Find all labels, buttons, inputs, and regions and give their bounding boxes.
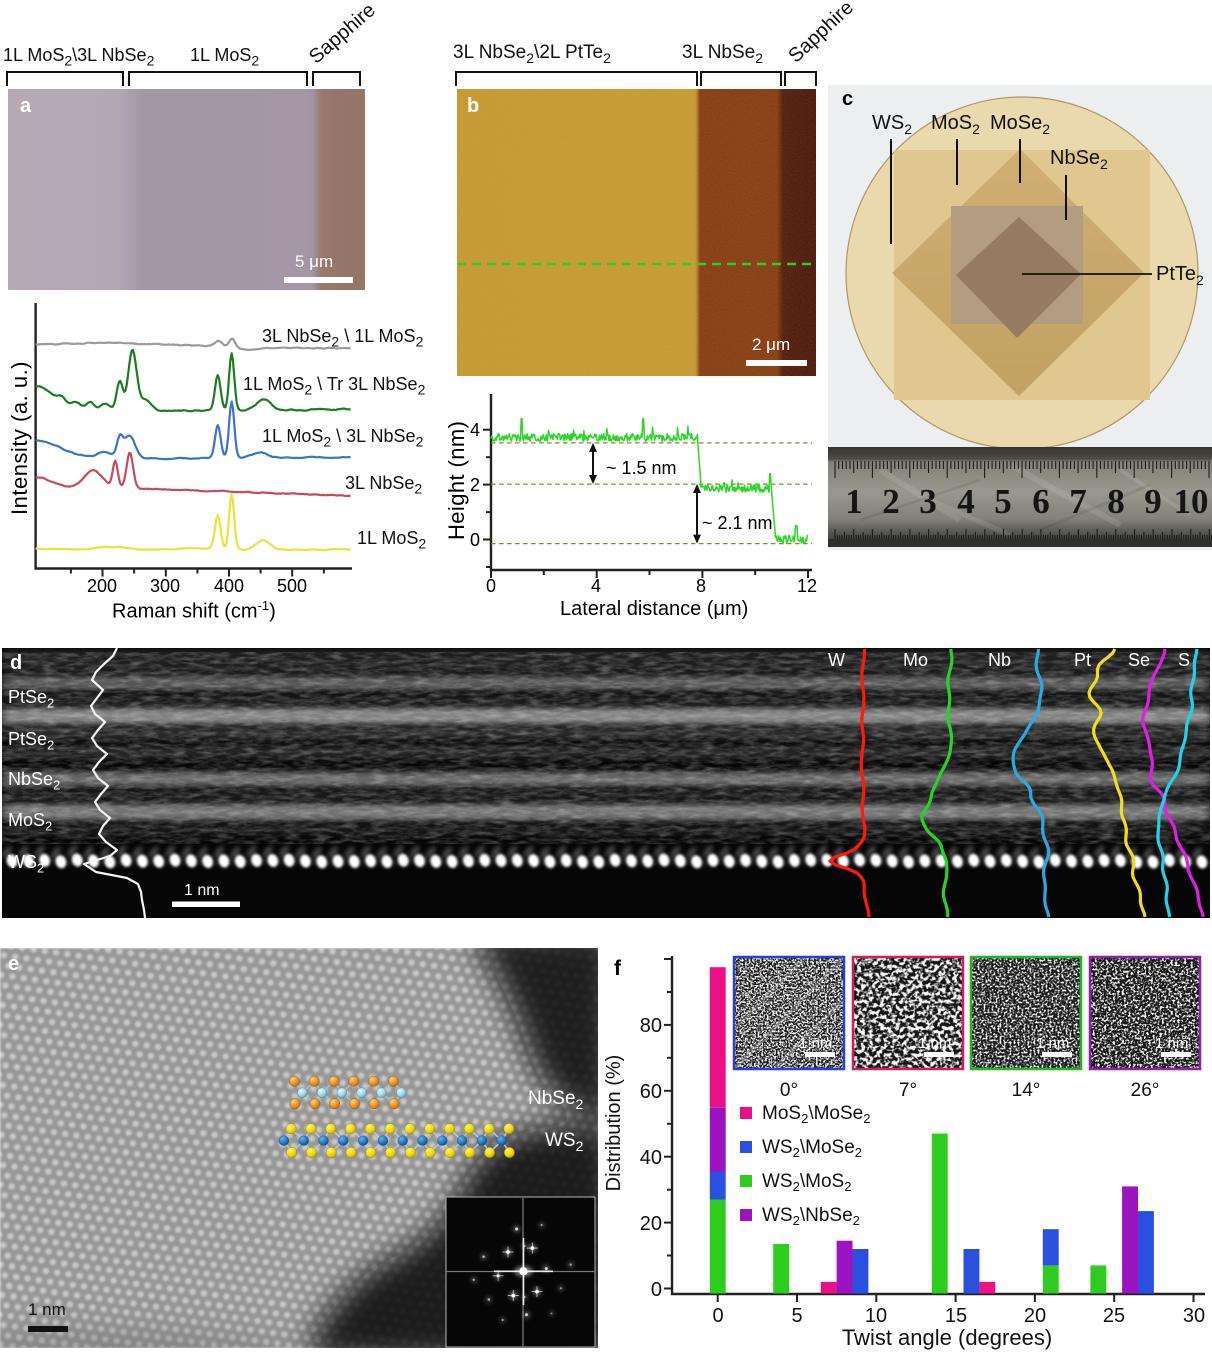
svg-text:0: 0 (712, 1305, 723, 1327)
svg-text:20: 20 (640, 1213, 662, 1235)
svg-text:4: 4 (957, 482, 975, 521)
svg-text:7: 7 (1069, 482, 1087, 521)
svg-text:60: 60 (640, 1081, 662, 1103)
svg-text:7°: 7° (899, 1080, 917, 1101)
svg-text:2: 2 (882, 482, 900, 521)
svg-text:10: 10 (1174, 482, 1209, 521)
svg-text:1 nm: 1 nm (799, 1035, 832, 1052)
svg-text:40: 40 (640, 1147, 662, 1169)
svg-text:WS2\MoSe2: WS2\MoSe2 (762, 1137, 862, 1160)
svg-text:3: 3 (919, 482, 937, 521)
svg-text:10: 10 (865, 1305, 887, 1327)
svg-text:25: 25 (1103, 1305, 1125, 1327)
svg-text:5: 5 (791, 1305, 802, 1327)
svg-text:80: 80 (640, 1015, 662, 1037)
svg-text:WS2\MoS2: WS2\MoS2 (762, 1171, 851, 1194)
svg-text:1 nm: 1 nm (1036, 1035, 1069, 1052)
svg-text:0: 0 (651, 1279, 662, 1301)
svg-text:8: 8 (1107, 482, 1125, 521)
svg-text:1 nm: 1 nm (1155, 1035, 1188, 1052)
svg-text:14°: 14° (1012, 1080, 1041, 1101)
svg-text:15: 15 (945, 1305, 967, 1327)
svg-text:5: 5 (994, 482, 1012, 521)
svg-text:1: 1 (845, 482, 863, 521)
svg-text:MoS2\MoSe2: MoS2\MoSe2 (762, 1103, 870, 1126)
svg-text:26°: 26° (1131, 1080, 1160, 1101)
svg-text:30: 30 (1183, 1305, 1205, 1327)
svg-text:Twist angle (degrees): Twist angle (degrees) (842, 1325, 1052, 1350)
svg-text:20: 20 (1024, 1305, 1046, 1327)
svg-text:0°: 0° (780, 1080, 798, 1101)
svg-text:6: 6 (1032, 482, 1050, 521)
svg-text:1 nm: 1 nm (918, 1035, 951, 1052)
svg-text:Distribution (%): Distribution (%) (603, 1055, 625, 1192)
svg-text:9: 9 (1144, 482, 1162, 521)
svg-text:WS2\NbSe2: WS2\NbSe2 (762, 1205, 860, 1228)
